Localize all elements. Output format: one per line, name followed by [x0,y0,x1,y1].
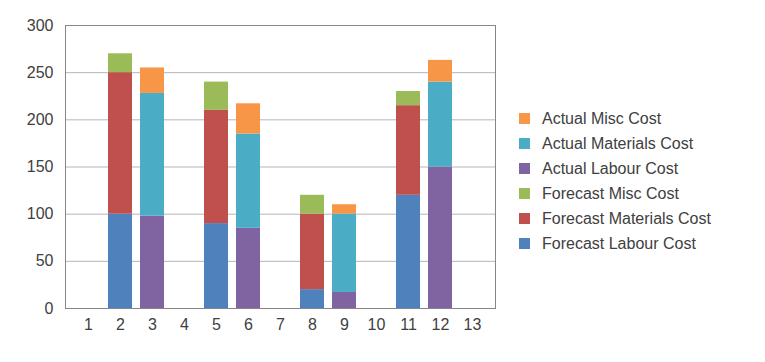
svg-text:8: 8 [308,316,317,333]
html-text:Actual Misc Cost: Actual Misc Cost [542,109,662,127]
html-text:Actual Labour Cost: Actual Labour Cost [542,159,679,177]
html-text:Forecast Labour Cost: Forecast Labour Cost [542,234,696,252]
svg-text:1: 1 [84,316,93,333]
svg-text:11: 11 [400,316,417,333]
svg-text:0: 0 [45,300,54,317]
svg-text:50: 50 [36,252,54,269]
svg-text:200: 200 [27,111,54,128]
svg-text:5: 5 [212,316,221,333]
svg-text:10: 10 [368,316,386,333]
html-text:Forecast Misc Cost: Forecast Misc Cost [542,184,679,202]
svg-text:2: 2 [116,316,125,333]
svg-text:3: 3 [148,316,157,333]
svg-text:150: 150 [27,158,54,175]
svg-text:12: 12 [432,316,450,333]
html-text:Forecast Materials Cost: Forecast Materials Cost [542,209,711,227]
svg-text:6: 6 [244,316,253,333]
svg-text:4: 4 [180,316,189,333]
svg-text:9: 9 [340,316,349,333]
svg-text:300: 300 [27,17,54,34]
svg-text:100: 100 [27,205,54,222]
svg-text:13: 13 [464,316,482,333]
html-text:Actual Materials Cost: Actual Materials Cost [542,134,694,152]
svg-text:7: 7 [276,316,285,333]
svg-text:250: 250 [27,64,54,81]
